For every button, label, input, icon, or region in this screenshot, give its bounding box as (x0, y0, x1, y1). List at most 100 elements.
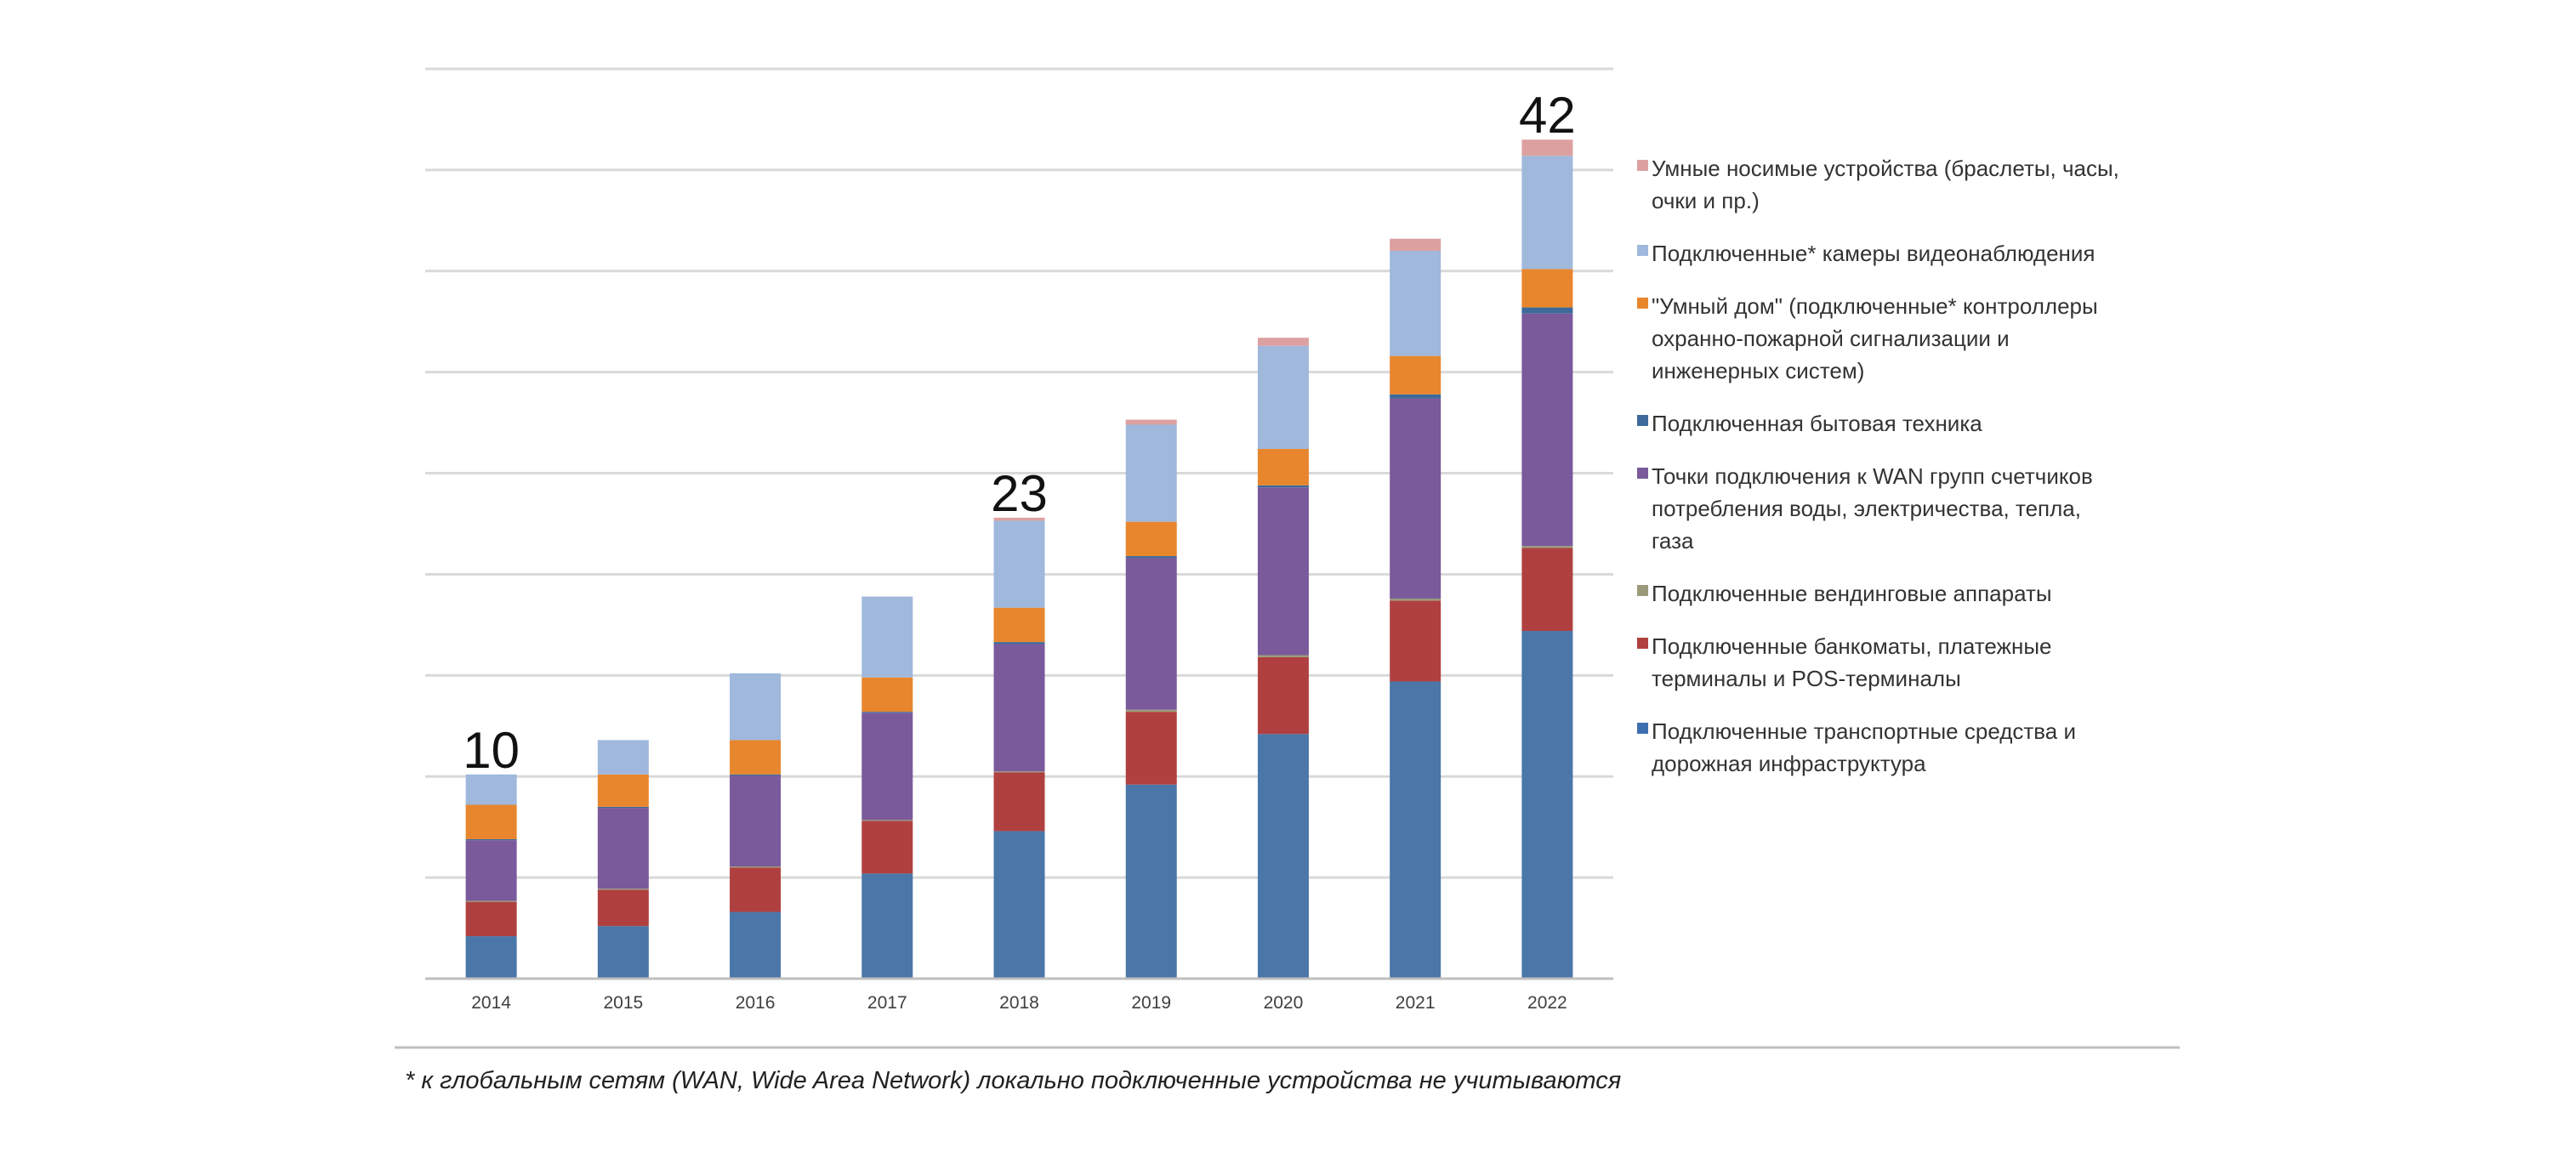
bar-segment (862, 873, 913, 979)
legend-swatch (1637, 160, 1648, 171)
legend-label: очки и пр.) (1652, 188, 1760, 213)
bar-segment (1257, 345, 1309, 450)
bar-segment (862, 596, 913, 678)
legend-entry: Подключенные банкоматы, платежные термина… (1637, 633, 2051, 691)
legend-label: потребления воды, электричества, тепла, (1652, 496, 2081, 521)
bar-segment (465, 900, 517, 902)
total-labels: 10 23 42 (463, 87, 1576, 779)
bar-segment (465, 901, 517, 937)
bar-segment (465, 840, 517, 901)
bar-segment (730, 740, 782, 775)
legend-entry: Подключенная бытовая техника (1637, 411, 1982, 436)
legend-swatch (1637, 468, 1648, 479)
x-tick-label: 2022 (1527, 993, 1567, 1013)
bar-segment (1390, 398, 1442, 599)
legend-entry: Умные носимые устройства (браслеты, часы… (1637, 156, 2119, 213)
legend-label: охранно-пожарной сигнализации и (1652, 326, 2010, 351)
bar-segment (993, 607, 1045, 643)
legend-label: Подключенные транспортные средства и (1652, 718, 2076, 744)
bar-segment (1125, 556, 1177, 559)
bar-segment (1390, 355, 1442, 395)
bar-segment (597, 889, 649, 927)
bar-segment (1390, 600, 1442, 682)
footnote: * к глобальным сетям (WAN, Wide Area Net… (405, 1067, 1621, 1094)
bar-segment (862, 820, 913, 874)
legend-label: Умные носимые устройства (браслеты, часы… (1652, 156, 2119, 181)
legend-entry: "Умный дом" (подключенные* контроллеры ох… (1637, 293, 2098, 383)
bar-segment (862, 713, 913, 820)
bar-segment (465, 838, 517, 841)
bar-segment (1521, 631, 1573, 979)
bar-segment (1257, 338, 1309, 346)
bar-segment (465, 774, 517, 805)
bar-segment (862, 712, 913, 713)
bar-segment (1521, 546, 1573, 548)
bar-segment (730, 866, 782, 868)
bars (465, 139, 1573, 979)
bar-segment (993, 831, 1045, 979)
bar-segment (597, 808, 649, 889)
legend: Умные носимые устройства (браслеты, часы… (1637, 156, 2119, 776)
bar-segment (465, 804, 517, 839)
bar-segment (862, 677, 913, 713)
bar-segment (730, 867, 782, 912)
bar-segment (1257, 655, 1309, 657)
bar-segment (1125, 784, 1177, 979)
bar-segment (730, 775, 782, 867)
total-label: 23 (991, 465, 1048, 522)
x-tick-labels: 2014 2015 2016 2017 2018 2019 2020 2021 2022 (471, 993, 1567, 1013)
bar-segment (1390, 394, 1442, 399)
legend-swatch (1637, 415, 1648, 426)
bar-segment (730, 673, 782, 741)
x-tick-label: 2019 (1131, 993, 1171, 1013)
bar-segment (993, 772, 1045, 832)
bar-segment (1521, 307, 1573, 314)
x-tick-label: 2016 (736, 993, 776, 1013)
legend-label: Подключенная бытовая техника (1652, 411, 1982, 436)
bar-segment (597, 740, 649, 775)
total-label: 42 (1519, 87, 1576, 144)
bar-segment (993, 642, 1045, 644)
legend-swatch (1637, 245, 1648, 256)
legend-label: дорожная инфраструктура (1652, 751, 1926, 776)
legend-entry: Подключенные* камеры видеонаблюдения (1637, 241, 2095, 266)
x-tick-label: 2017 (867, 993, 907, 1013)
bar-segment (1257, 734, 1309, 979)
bar-segment (1125, 558, 1177, 710)
bar-segment (1257, 485, 1309, 488)
x-tick-label: 2015 (603, 993, 643, 1013)
legend-label: инженерных систем) (1652, 358, 1864, 383)
total-label: 10 (463, 722, 520, 779)
bar-segment (993, 517, 1045, 521)
bar-segment (1521, 156, 1573, 270)
legend-swatch (1637, 723, 1648, 734)
bar-segment (1125, 424, 1177, 522)
bar-segment (1257, 449, 1309, 485)
legend-entry: Подключенные транспортные средства и доро… (1637, 718, 2076, 776)
bar-segment (597, 926, 649, 979)
bar-segment (1125, 712, 1177, 785)
legend-swatch (1637, 585, 1648, 596)
bar-segment (993, 520, 1045, 608)
legend-entry: Точки подключения к WAN групп счетчиков п… (1637, 463, 2093, 554)
x-tick-label: 2021 (1396, 993, 1436, 1013)
bar-segment (1390, 238, 1442, 251)
legend-entry: Подключенные вендинговые аппараты (1637, 581, 2052, 606)
legend-swatch (1637, 638, 1648, 649)
legend-label: "Умный дом" (подключенные* контроллеры (1652, 293, 2098, 319)
bar-segment (1125, 709, 1177, 713)
legend-swatch (1637, 298, 1648, 309)
bar-segment (1390, 251, 1442, 356)
bar-segment (993, 644, 1045, 772)
bar-segment (993, 771, 1045, 773)
bar-segment (1125, 521, 1177, 557)
bar-segment (1521, 269, 1573, 308)
legend-label: газа (1652, 528, 1694, 554)
bar-segment (597, 774, 649, 807)
bar-segment (1257, 487, 1309, 656)
x-tick-label: 2014 (471, 993, 511, 1013)
bar-segment (1521, 548, 1573, 632)
bar-segment (1521, 139, 1573, 156)
bar-segment (1521, 313, 1573, 547)
